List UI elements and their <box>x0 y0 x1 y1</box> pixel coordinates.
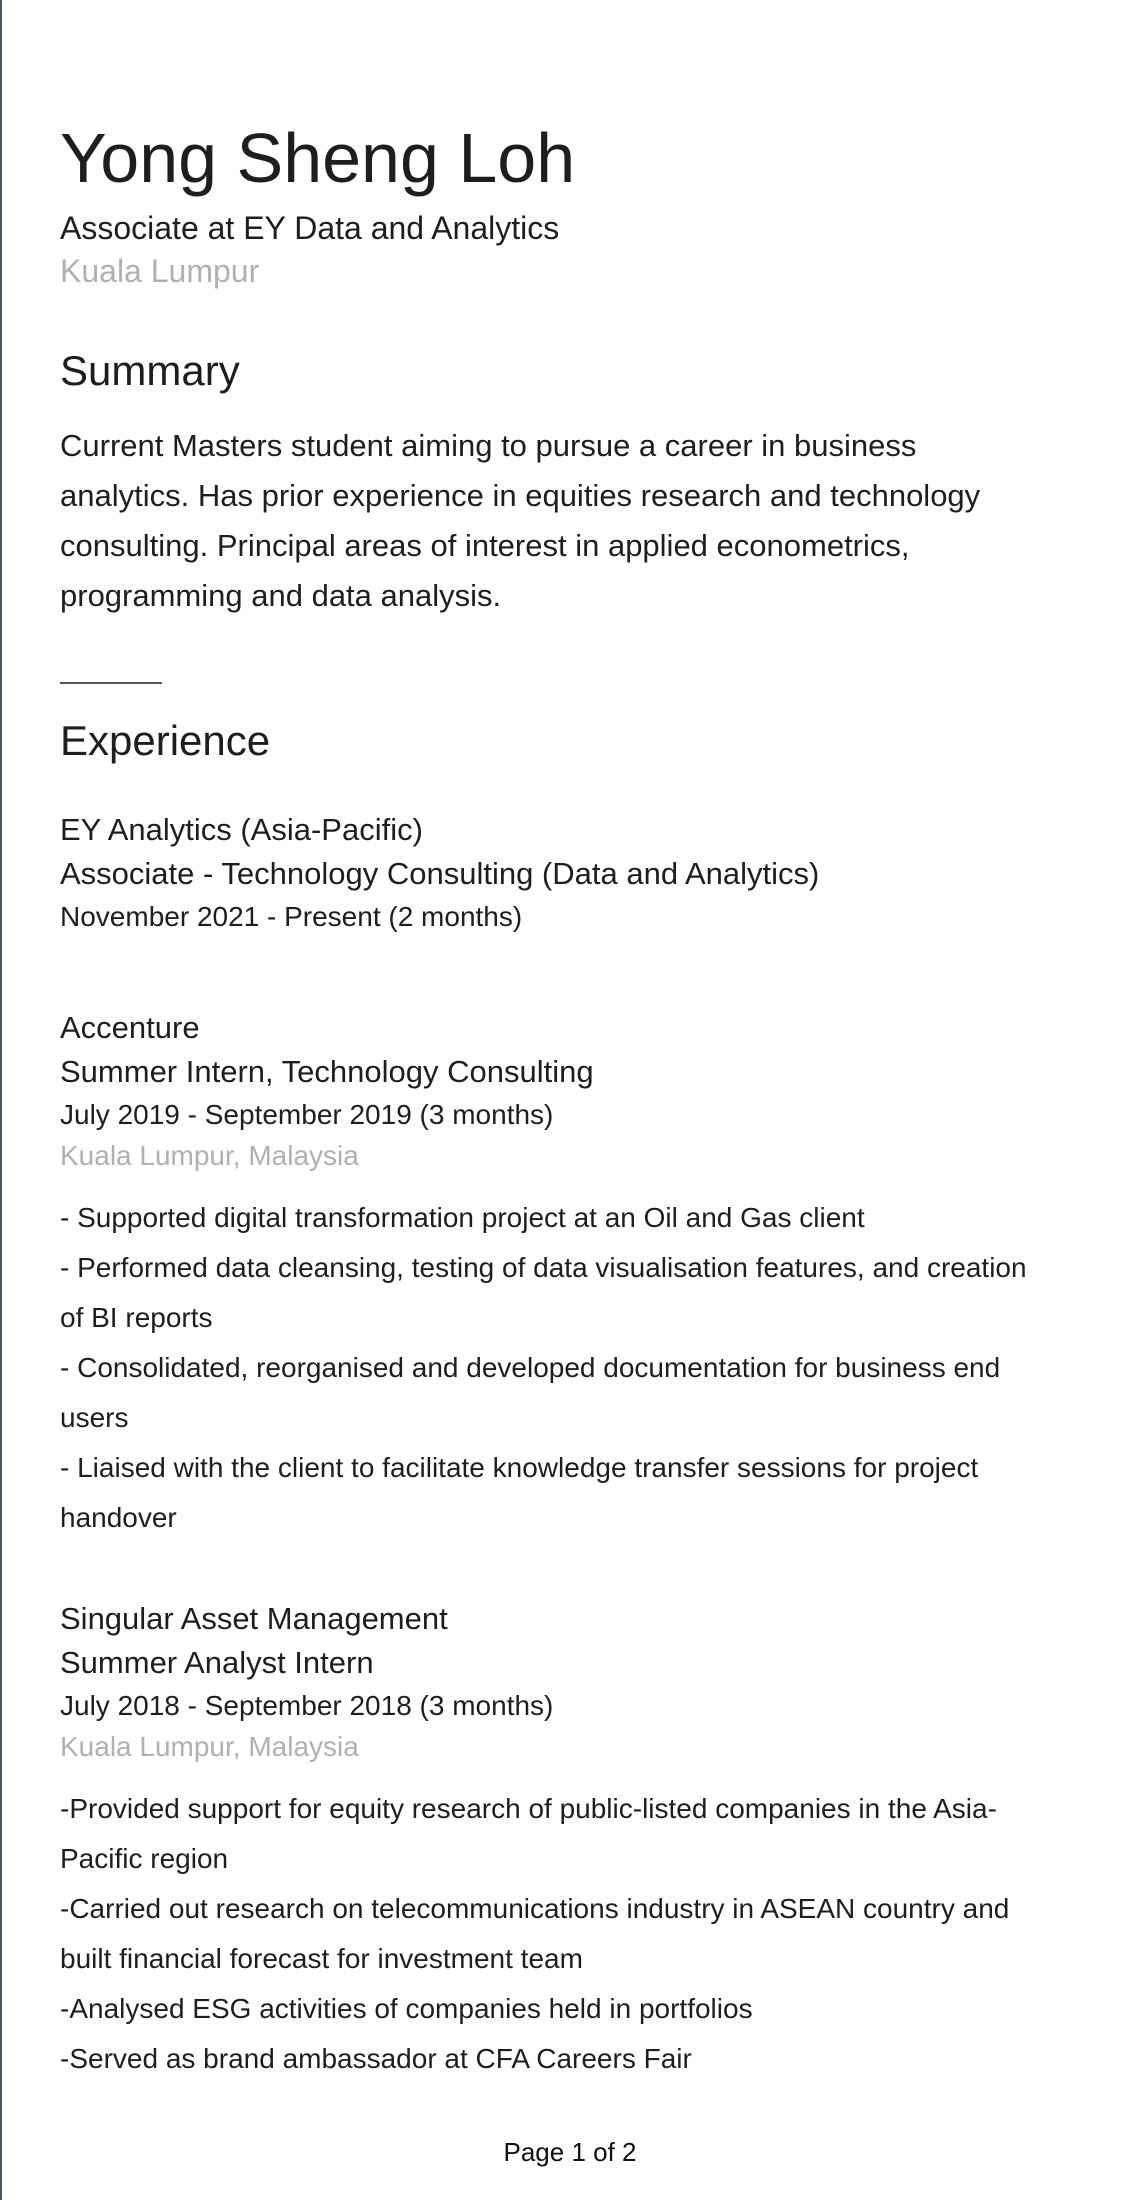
job-description-line: - Consolidated, reorganised and develope… <box>60 1352 1001 1383</box>
summary-heading: Summary <box>60 347 240 394</box>
job-dates: July 2019 - September 2019 (3 months) <box>60 1099 554 1130</box>
profile-name: Yong Sheng Loh <box>60 119 576 197</box>
job-description-line: -Provided support for equity research of… <box>60 1793 997 1824</box>
job-dates: July 2018 - September 2018 (3 months) <box>60 1690 554 1721</box>
summary-line: programming and data analysis. <box>60 578 502 613</box>
experience-entry-singular: Singular Asset Management Summer Analyst… <box>60 1597 1080 2084</box>
job-title: Summer Intern, Technology Consulting <box>60 1054 594 1089</box>
summary-line: Current Masters student aiming to pursue… <box>60 428 917 463</box>
job-dates: November 2021 - Present (2 months) <box>60 901 523 932</box>
experience-entry-ey: EY Analytics (Asia-Pacific) Associate - … <box>60 808 1080 938</box>
summary-line: consulting. Principal areas of interest … <box>60 528 910 563</box>
job-location: Kuala Lumpur, Malaysia <box>60 1140 359 1171</box>
job-description-line: users <box>60 1402 129 1433</box>
job-description: - Supported digital transformation proje… <box>60 1193 1080 1543</box>
page-left-border <box>0 0 2 2200</box>
summary-line: analytics. Has prior experience in equit… <box>60 478 981 513</box>
experience-entry-accenture: Accenture Summer Intern, Technology Cons… <box>60 1006 1080 1543</box>
job-description-line: -Analysed ESG activities of companies he… <box>60 1993 753 2024</box>
job-company: Accenture <box>60 1010 200 1045</box>
job-description-line: built financial forecast for investment … <box>60 1943 583 1974</box>
job-title: Associate - Technology Consulting (Data … <box>60 856 820 891</box>
experience-heading: Experience <box>60 717 271 764</box>
job-description-line: Pacific region <box>60 1843 229 1874</box>
job-description-line: -Served as brand ambassador at CFA Caree… <box>60 2043 692 2074</box>
profile-headline: Associate at EY Data and Analytics <box>60 210 560 246</box>
job-description-line: - Liaised with the client to facilitate … <box>60 1452 979 1483</box>
job-description-line: -Carried out research on telecommunicati… <box>60 1893 1010 1924</box>
job-description-line: - Performed data cleansing, testing of d… <box>60 1252 1027 1283</box>
job-company: Singular Asset Management <box>60 1601 448 1636</box>
summary-text: Current Masters student aiming to pursue… <box>60 421 1070 621</box>
profile-location: Kuala Lumpur <box>60 253 260 289</box>
job-company: EY Analytics (Asia-Pacific) <box>60 812 423 847</box>
job-description-line: - Supported digital transformation proje… <box>60 1202 865 1233</box>
section-divider <box>60 682 162 684</box>
job-title: Summer Analyst Intern <box>60 1645 374 1680</box>
job-description-line: handover <box>60 1502 177 1533</box>
job-description-line: of BI reports <box>60 1302 213 1333</box>
page-number: Page 1 of 2 <box>503 2137 637 2167</box>
job-location: Kuala Lumpur, Malaysia <box>60 1731 359 1762</box>
job-description: -Provided support for equity research of… <box>60 1784 1080 2084</box>
